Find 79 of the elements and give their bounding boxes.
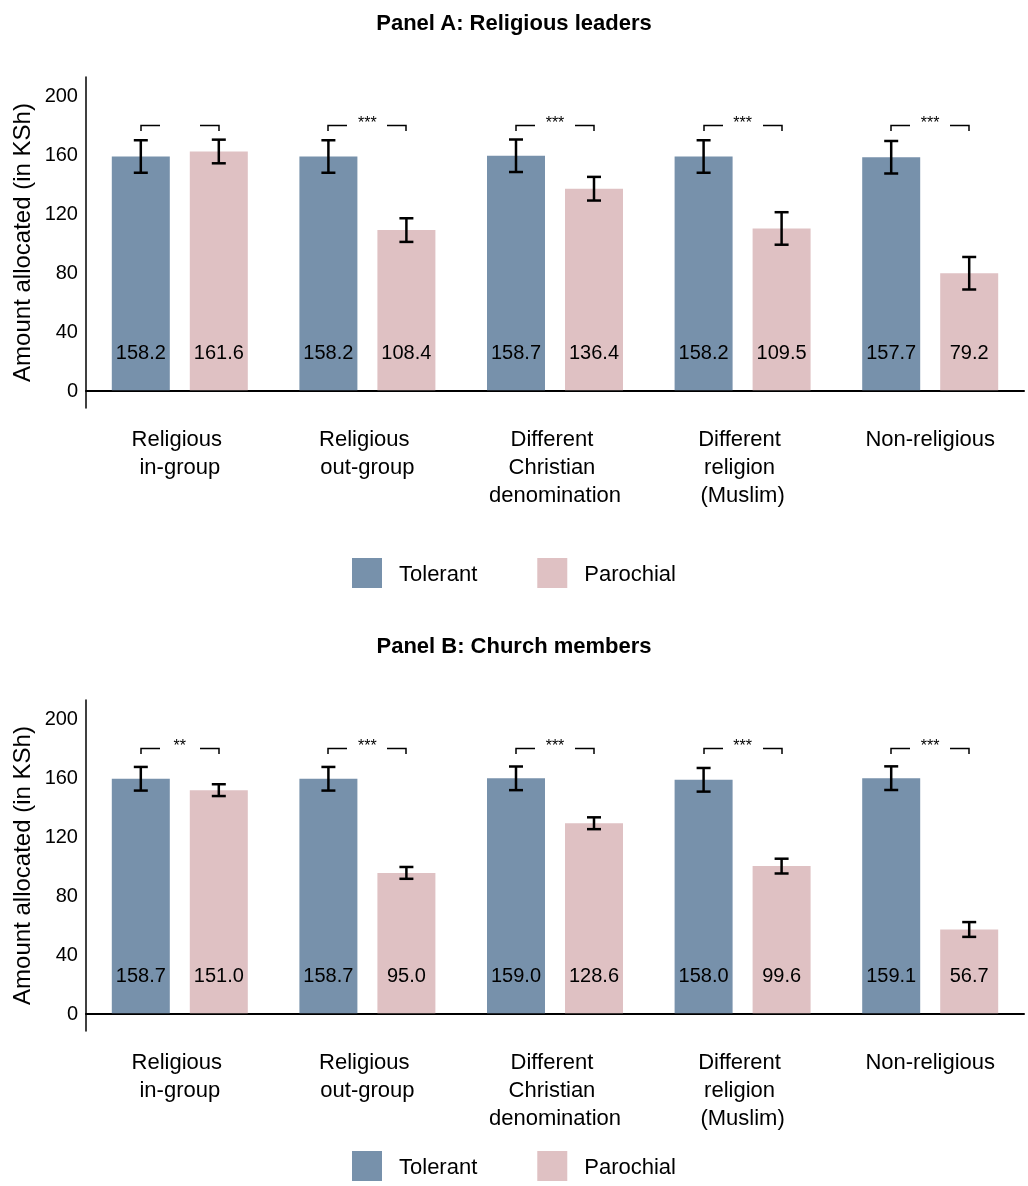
- y-tick-label: 0: [66, 379, 78, 402]
- annotation: ***: [358, 737, 377, 756]
- bar: [565, 188, 623, 391]
- bar: [299, 778, 358, 1014]
- bar: [111, 156, 170, 391]
- data-label: 159.1: [866, 964, 917, 987]
- chart-title: Panel A: Religious leaders: [376, 9, 652, 35]
- x-tick-label: Different religion (Muslim): [698, 1048, 788, 1130]
- x-tick-label: Different Christian denomination: [488, 1048, 622, 1130]
- annotation: ***: [920, 737, 940, 756]
- bar: [565, 823, 623, 1014]
- bar: [862, 157, 921, 391]
- data-label: 56.7: [949, 964, 989, 987]
- legend-label: Parochial: [584, 1153, 676, 1179]
- bar: [189, 151, 248, 391]
- data-label: 157.7: [866, 341, 917, 364]
- data-label: 151.0: [193, 964, 244, 987]
- y-tick-label: 200: [44, 706, 78, 729]
- y-tick-label: 120: [44, 824, 78, 847]
- y-tick-label: 200: [44, 83, 78, 106]
- data-label: 136.4: [568, 341, 620, 364]
- bar: [189, 790, 248, 1014]
- annotation: ***: [545, 114, 565, 133]
- y-tick-label: 40: [55, 320, 78, 343]
- bar: [377, 872, 436, 1014]
- data-label: 79.2: [949, 341, 989, 364]
- data-label: 128.6: [568, 964, 620, 987]
- x-tick-label: Non-religious: [865, 425, 996, 451]
- bar: [487, 778, 545, 1014]
- annotation: **: [173, 737, 187, 756]
- y-tick-label: 160: [44, 142, 78, 165]
- y-tick-label: 160: [44, 765, 78, 788]
- bar: [752, 866, 811, 1014]
- y-tick-label: 120: [44, 201, 78, 224]
- data-label: 158.7: [115, 964, 166, 987]
- legend-label: Tolerant: [399, 1153, 478, 1179]
- x-tick-label: Religious in-group: [131, 1048, 229, 1102]
- data-label: 109.5: [756, 341, 807, 364]
- x-tick-label: Religious in-group: [131, 425, 229, 479]
- annotation: ***: [733, 737, 752, 756]
- bar: [752, 228, 811, 391]
- x-tick-label: Different religion (Muslim): [698, 425, 788, 507]
- data-label: 158.0: [678, 964, 729, 987]
- legend-label: Parochial: [584, 560, 676, 586]
- data-label: 158.2: [678, 341, 729, 364]
- bar: [299, 156, 358, 391]
- x-tick-label: Religious out-group: [319, 1048, 416, 1102]
- data-label: 158.2: [115, 341, 166, 364]
- y-axis-title: Amount allocated (in KSh): [8, 103, 36, 382]
- x-tick-label: Religious out-group: [319, 425, 416, 479]
- x-tick-label: Non-religious: [865, 1048, 996, 1074]
- chart-title: Panel B: Church members: [376, 632, 652, 658]
- y-axis-title: Amount allocated (in KSh): [8, 726, 36, 1005]
- bar: [377, 230, 436, 391]
- y-tick-label: 0: [66, 1002, 78, 1025]
- data-label: 158.7: [490, 341, 542, 364]
- bar: [674, 779, 733, 1014]
- annotation: ***: [920, 114, 940, 133]
- data-label: 95.0: [386, 964, 426, 987]
- data-label: 99.6: [762, 964, 802, 987]
- y-tick-label: 40: [55, 943, 78, 966]
- bar: [862, 778, 921, 1014]
- bar: [111, 778, 170, 1014]
- annotation: ***: [545, 737, 565, 756]
- bar: [940, 929, 999, 1014]
- data-label: 158.7: [303, 964, 354, 987]
- y-tick-label: 80: [55, 884, 78, 907]
- bar: [487, 155, 545, 391]
- data-label: 108.4: [381, 341, 432, 364]
- annotation: ***: [733, 114, 752, 133]
- bar: [674, 156, 733, 391]
- y-tick-label: 80: [55, 261, 78, 284]
- legend-label: Tolerant: [399, 560, 478, 586]
- bar: [940, 273, 999, 391]
- data-label: 161.6: [193, 341, 244, 364]
- annotation: ***: [358, 114, 377, 133]
- x-tick-label: Different Christian denomination: [488, 425, 622, 507]
- data-label: 159.0: [490, 964, 542, 987]
- data-label: 158.2: [303, 341, 354, 364]
